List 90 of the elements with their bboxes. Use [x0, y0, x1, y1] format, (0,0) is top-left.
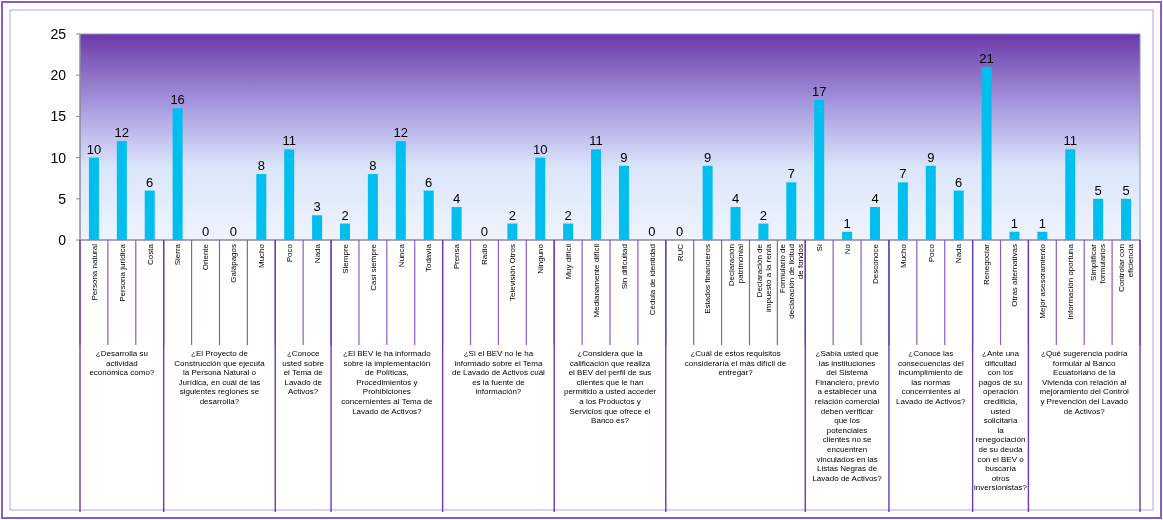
- data-label: 4: [731, 191, 740, 207]
- x-tick-label: Oriente: [201, 243, 211, 271]
- x-tick-label: Renegociar: [982, 243, 992, 285]
- y-tick-label: 10: [50, 149, 67, 166]
- x-tick-label: Mejor asesoramiento: [1038, 243, 1048, 319]
- data-label: 1: [1038, 215, 1046, 231]
- x-tick-label: Siempre: [340, 243, 350, 274]
- text: ¿El BEV le ha informado sobre la implementación de Políticas, Procedimientos y Prohibiciones concernientes al Tema de Lavado de Activos?: [341, 349, 433, 416]
- data-label: 11: [282, 133, 296, 149]
- x-tick-label: Sí: [815, 243, 825, 252]
- data-label: 4: [871, 191, 879, 207]
- text: ¿Conoce usted sobre el Tema de Lavado de Activos?: [282, 349, 325, 397]
- text: ¿Qué sugerencia podría formular al Banco Ecuatoriano de la Vivienda con relación al mejoramiento del Control y Prevención del Lavado de Activos?: [1039, 349, 1130, 416]
- data-label: 21: [979, 50, 994, 66]
- x-tick-label: Otras alternativas: [1010, 244, 1020, 307]
- x-tick-label: Persona jurídica: [117, 243, 127, 302]
- text: ¿Conoce las consecuencias del incumplimiento de las normas concernientes al Lavado de Activos?: [896, 349, 967, 406]
- data-label: 7: [899, 166, 907, 182]
- x-tick-label: Todavía: [424, 243, 434, 273]
- x-tick-label: Mucho: [898, 243, 908, 269]
- data-label: 0: [201, 224, 210, 239]
- x-tick-label: Poco: [926, 243, 936, 263]
- y-tick-label: 20: [50, 67, 67, 84]
- x-tick-label: Nada: [312, 243, 322, 264]
- data-label: 9: [704, 149, 712, 165]
- x-tick-label: Prensa: [452, 243, 462, 270]
- y-tick-label: 5: [58, 190, 67, 207]
- y-tick-label: 15: [50, 108, 67, 125]
- x-tick-label: Persona natural: [89, 243, 99, 301]
- data-label: 4: [452, 191, 461, 207]
- x-tick-label: Sin dificultad: [619, 244, 629, 290]
- x-tick-label: Casi siempre: [368, 243, 378, 291]
- x-tick-label: Galápagos: [229, 244, 239, 283]
- data-label: 9: [620, 149, 628, 165]
- data-label: 12: [114, 125, 130, 141]
- data-label: 0: [648, 224, 656, 239]
- data-label: 2: [508, 207, 516, 223]
- x-tick-label: Desconoce: [870, 243, 880, 285]
- x-tick-label: Nada: [954, 243, 964, 264]
- x-tick-label: Nunca: [396, 243, 406, 268]
- text: ¿Cuál de estos requisitos consideraría el más difícil de entregar?: [684, 349, 787, 378]
- x-tick-label: Costa: [145, 243, 155, 265]
- data-label: 2: [759, 207, 768, 223]
- data-label: 5: [1122, 182, 1130, 198]
- data-label: 3: [313, 199, 321, 215]
- x-tick-label: Poco: [285, 243, 295, 263]
- data-label: 8: [369, 158, 377, 174]
- text: ¿Desarrolla su actividad económica como?: [89, 349, 155, 378]
- text: ¿Si el BEV no le ha informado sobre el Tema de Lavado de Activos cuál es la fuente de información?: [451, 349, 546, 397]
- data-label: 8: [257, 158, 265, 174]
- data-label: 0: [480, 224, 489, 239]
- data-label: 1: [1010, 215, 1019, 231]
- x-tick-label: No: [842, 243, 852, 255]
- x-tick-label: Estados financieros: [703, 244, 713, 314]
- x-tick-label: Mucho: [257, 243, 267, 269]
- y-tick-label: 25: [50, 25, 67, 42]
- data-label: 7: [787, 166, 795, 182]
- x-tick-label: Muy difícil: [563, 243, 573, 280]
- data-label: 0: [229, 224, 238, 239]
- data-label: 11: [589, 133, 603, 149]
- x-tick-label: Medianamente difícil: [591, 243, 601, 318]
- x-tick-label: RUC: [675, 243, 685, 262]
- text: ¿Considera que la calificación que realiza el BEV del perfil de sus clientes que le han permitido a usted acceder a los Productos y Servicios que ofrece el Banco es?: [563, 349, 657, 426]
- data-label: 6: [955, 174, 963, 190]
- data-label: 10: [86, 141, 102, 157]
- data-label: 2: [341, 207, 349, 223]
- x-tick-label: Declaración patrimonial: [726, 243, 745, 287]
- text: ¿El Proyecto de Construcción que ejecuta la Persona Natural o Jurídica, en cuál de las siguientes regiones se desarrolla?: [174, 349, 266, 406]
- data-label: 10: [533, 141, 548, 157]
- data-label: 2: [564, 207, 572, 223]
- data-label: 16: [170, 92, 185, 108]
- data-label: 12: [393, 125, 409, 141]
- data-label: 6: [425, 174, 433, 190]
- x-tick-label: Radio: [480, 243, 490, 265]
- x-tick-label: Cédula de identidad: [647, 244, 657, 316]
- data-label: 9: [927, 149, 935, 165]
- x-tick-label: Información oportuna: [1066, 243, 1076, 320]
- data-label: 17: [811, 83, 827, 99]
- text: ¿Sabía usted que las instituciones del Sistema Financiero, previo a establecer una relación comercial deben verificar que los potenciales clientes no se encuentren vinculados en las Listas Negras de Lavado de Activos?: [812, 349, 882, 483]
- data-label: 6: [146, 174, 154, 190]
- x-tick-label: Televisión Otros: [508, 244, 518, 301]
- data-label: 11: [1063, 133, 1078, 149]
- x-tick-label: Sierra: [173, 243, 183, 266]
- data-label: 5: [1094, 182, 1102, 198]
- text: ¿Ante una dificultad con los pagos de su operación crediticia, usted solicitaría la renegociación de su deuda con el BEV o buscaría otros inversionistas?: [974, 349, 1027, 493]
- x-tick-label: Ninguno: [536, 243, 546, 274]
- data-label: 1: [843, 215, 851, 231]
- y-tick-label: 0: [58, 231, 67, 248]
- x-tick-label: Simplificar formularios: [1089, 243, 1108, 284]
- data-label: 0: [676, 224, 684, 239]
